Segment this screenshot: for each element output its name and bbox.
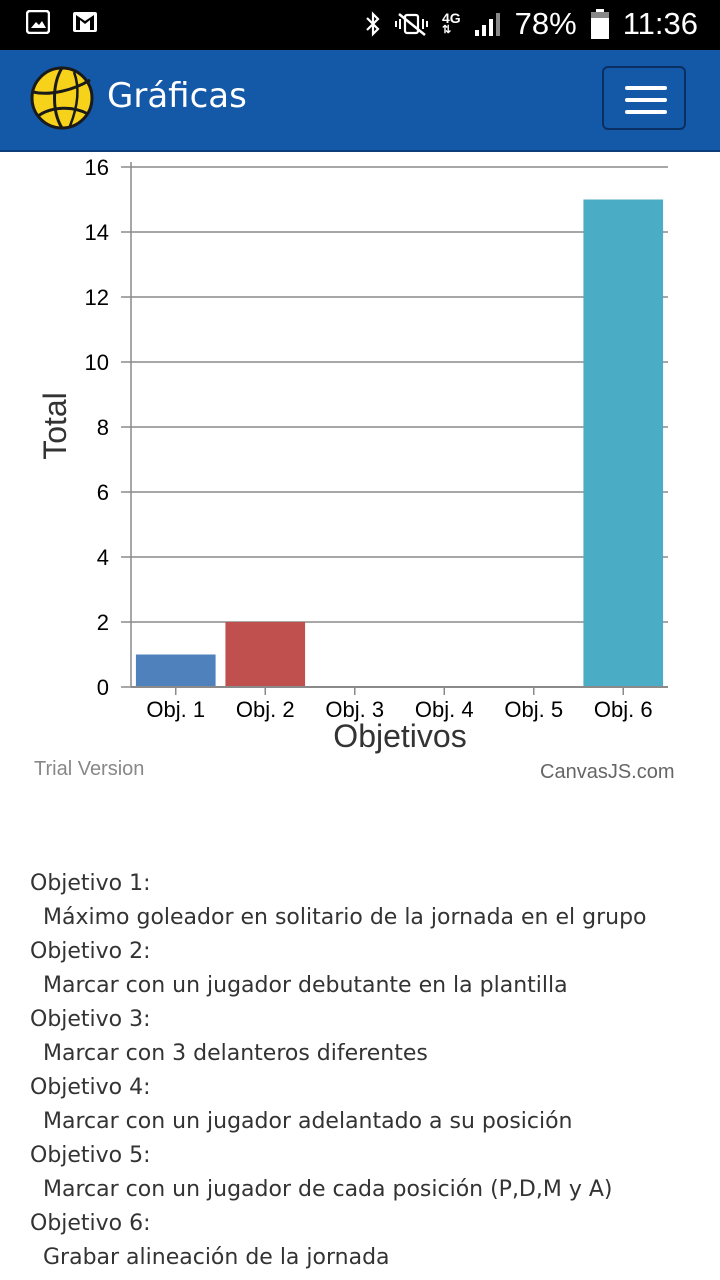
- y-tick-label: 2: [97, 610, 109, 635]
- x-axis-title: Objetivos: [333, 718, 466, 754]
- signal-icon: [474, 13, 500, 36]
- bluetooth-icon: [366, 11, 380, 37]
- objective-title: Objetivo 1:: [30, 871, 151, 896]
- status-bar: 4G ⇅ 78% 11:36: [0, 0, 720, 50]
- list-item: Objetivo 2: Marcar con un jugador debuta…: [30, 935, 700, 1003]
- x-axis-tick-labels: Obj. 1 Obj. 2 Obj. 3 Obj. 4 Obj. 5 Obj. 6: [146, 697, 652, 722]
- menu-icon-bar-middle: [625, 98, 667, 102]
- y-axis-title: Total: [37, 392, 73, 460]
- objective-description: Marcar con un jugador de cada posición (…: [43, 1177, 613, 1202]
- objective-description: Máximo goleador en solitario de la jorna…: [43, 905, 647, 930]
- x-tick-label: Obj. 4: [415, 697, 474, 722]
- y-tick-label: 14: [85, 220, 109, 245]
- x-tick-label: Obj. 3: [325, 697, 384, 722]
- volleyball-logo-icon: [30, 66, 94, 130]
- x-tick-label: Obj. 5: [504, 697, 563, 722]
- app-title: Gráficas: [107, 76, 247, 116]
- objective-description: Marcar con un jugador debutante en la pl…: [43, 973, 568, 998]
- list-item: Objetivo 5: Marcar con un jugador de cad…: [30, 1139, 700, 1207]
- network-type-label: 4G: [441, 10, 461, 26]
- objective-description: Marcar con un jugador adelantado a su po…: [43, 1109, 573, 1134]
- list-item: Objetivo 4: Marcar con un jugador adelan…: [30, 1071, 700, 1139]
- objective-title: Objetivo 2:: [30, 939, 151, 964]
- y-tick-label: 6: [97, 480, 109, 505]
- gallery-notification-icon: [26, 10, 50, 34]
- objective-title: Objetivo 6:: [30, 1211, 151, 1236]
- objectives-list: Objetivo 1: Máximo goleador en solitario…: [30, 867, 700, 1275]
- battery-icon: [590, 9, 609, 39]
- y-tick-label: 4: [97, 545, 109, 570]
- objective-description: Marcar con 3 delanteros diferentes: [43, 1041, 428, 1066]
- menu-button[interactable]: [602, 66, 686, 130]
- x-tick-label: Obj. 2: [236, 697, 295, 722]
- chart-credit-link[interactable]: CanvasJS.com: [540, 761, 675, 783]
- y-axis-tick-labels: 0 2 4 6 8 10 12 14 16: [85, 155, 109, 700]
- x-tick-label: Obj. 6: [594, 697, 653, 722]
- chart-axes: [121, 162, 668, 695]
- x-tick-label: Obj. 1: [146, 697, 205, 722]
- vibrate-mute-icon: [394, 13, 428, 36]
- objective-title: Objetivo 3:: [30, 1007, 151, 1032]
- objective-title: Objetivo 5:: [30, 1143, 151, 1168]
- y-tick-label: 12: [85, 285, 109, 310]
- menu-icon-bar-bottom: [625, 110, 667, 114]
- y-tick-label: 8: [97, 415, 109, 440]
- app-bar: Gráficas: [0, 50, 720, 152]
- battery-percentage: 78%: [514, 6, 577, 41]
- list-item: Objetivo 1: Máximo goleador en solitario…: [30, 867, 700, 935]
- objective-title: Objetivo 4:: [30, 1075, 151, 1100]
- y-tick-label: 10: [85, 350, 109, 375]
- y-tick-label: 16: [85, 155, 109, 180]
- list-item: Objetivo 3: Marcar con 3 delanteros dife…: [30, 1003, 700, 1071]
- gmail-notification-icon: [73, 12, 97, 32]
- network-type-indicator: 4G ⇅: [441, 10, 461, 36]
- bar-1: [135, 654, 216, 687]
- clock: 11:36: [622, 6, 698, 41]
- bar-6: [583, 199, 664, 687]
- chart-gridlines: [131, 166, 668, 623]
- chart-trial-watermark: Trial Version: [34, 758, 145, 780]
- bar-2: [225, 622, 306, 687]
- list-item: Objetivo 6: Grabar alineación de la jorn…: [30, 1207, 700, 1275]
- menu-icon-bar-top: [625, 86, 667, 90]
- chart-bars: [135, 199, 664, 687]
- objective-description: Grabar alineación de la jornada: [43, 1245, 390, 1270]
- y-tick-label: 0: [97, 675, 109, 700]
